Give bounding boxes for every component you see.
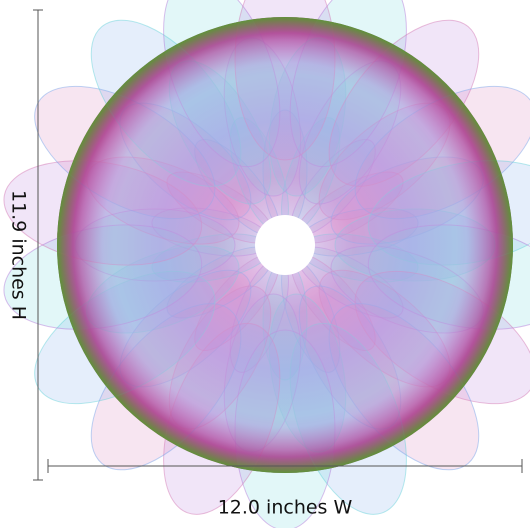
height-dimension: 11.9 inches H <box>8 9 43 481</box>
height-label: 11.9 inches H <box>8 190 30 320</box>
center <box>255 215 315 275</box>
width-label: 12.0 inches W <box>218 497 353 519</box>
width-dimension: 12.0 inches W <box>47 459 523 519</box>
